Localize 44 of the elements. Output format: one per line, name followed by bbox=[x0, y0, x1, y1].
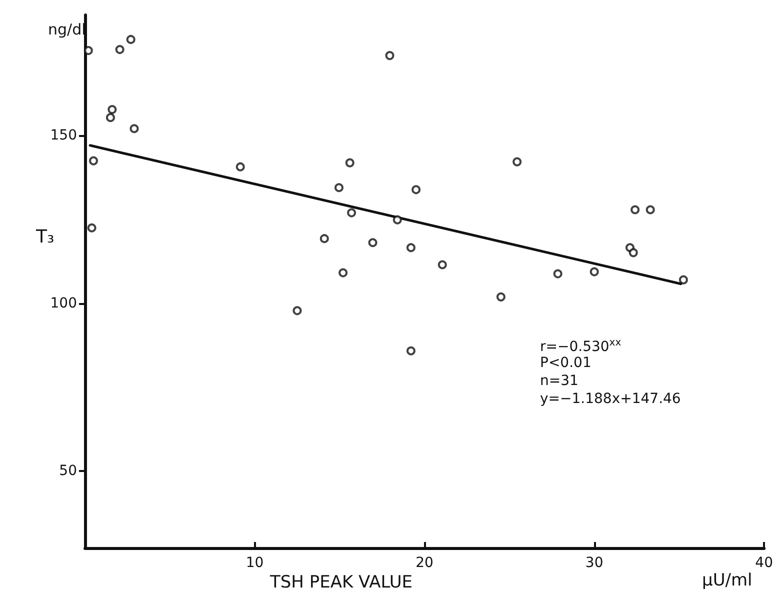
point bbox=[646, 205, 655, 214]
point bbox=[345, 158, 354, 168]
x-tick-label: 40 bbox=[755, 555, 774, 571]
point bbox=[126, 34, 136, 44]
point bbox=[130, 124, 139, 134]
point bbox=[87, 223, 96, 232]
y-axis-title: T₃ bbox=[35, 226, 54, 248]
point bbox=[392, 215, 402, 224]
point bbox=[84, 46, 93, 56]
y-tick-label: 100 bbox=[50, 295, 77, 312]
point bbox=[347, 208, 356, 218]
annotation: P<0.01 bbox=[540, 355, 592, 371]
x-tick-label: 20 bbox=[416, 555, 434, 571]
point bbox=[406, 346, 416, 356]
point bbox=[334, 183, 344, 192]
y-tick-label: 150 bbox=[50, 128, 77, 144]
point bbox=[496, 292, 506, 302]
point bbox=[292, 306, 302, 316]
x-axis-title: TSH PEAK VALUE bbox=[269, 572, 413, 592]
point bbox=[106, 113, 115, 122]
annotation: n=31 bbox=[540, 373, 578, 389]
point bbox=[438, 260, 447, 270]
point bbox=[628, 248, 638, 258]
x-tick-label: 30 bbox=[585, 555, 604, 571]
text: μU/ml bbox=[702, 570, 752, 590]
point bbox=[406, 243, 416, 252]
point bbox=[88, 156, 98, 166]
point bbox=[320, 234, 329, 244]
y-tick-label: 50 bbox=[59, 462, 77, 479]
point bbox=[236, 162, 245, 172]
point bbox=[108, 105, 117, 114]
annotation: y=−1.188x+147.46 bbox=[540, 391, 681, 407]
point bbox=[115, 45, 124, 54]
point bbox=[512, 157, 522, 166]
point bbox=[630, 205, 640, 214]
point bbox=[553, 269, 562, 278]
point bbox=[338, 268, 348, 278]
point bbox=[412, 185, 421, 194]
annotation: ng/dl bbox=[48, 20, 86, 38]
point bbox=[678, 275, 688, 284]
point bbox=[385, 51, 394, 60]
point bbox=[590, 267, 599, 276]
point bbox=[368, 238, 378, 248]
x-tick-label: 10 bbox=[246, 555, 264, 571]
